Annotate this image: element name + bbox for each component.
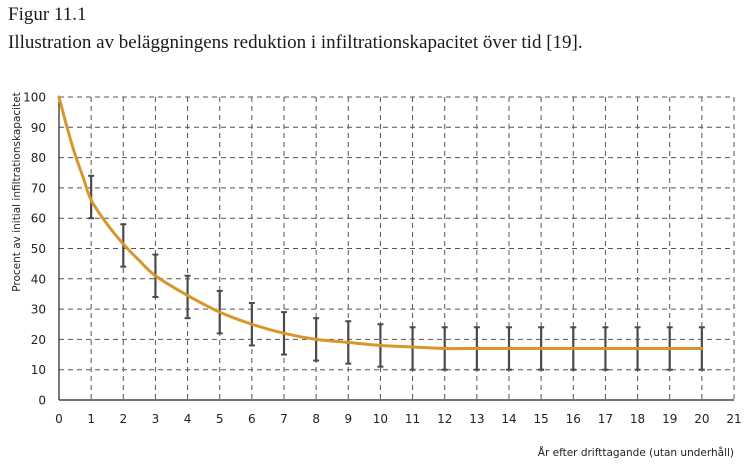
y-tick-label: 50	[31, 242, 46, 256]
y-axis-label: Procent av initial infiltrationskapacite…	[11, 92, 23, 292]
x-tick-label: 11	[405, 412, 420, 426]
x-tick-label: 17	[598, 412, 613, 426]
x-tick-label: 15	[534, 412, 549, 426]
y-tick-label: 80	[31, 151, 46, 165]
series-line	[57, 95, 704, 351]
y-tick-label: 0	[38, 394, 46, 408]
y-tick-labels: 0 10 20 30 40 50 60 70 80 90 100	[23, 91, 46, 408]
grid	[59, 96, 735, 400]
y-tick-label: 60	[31, 212, 46, 226]
x-tick-label: 2	[119, 412, 127, 426]
x-tick-label: 3	[152, 412, 160, 426]
x-tick-label: 14	[501, 412, 516, 426]
y-tick-label: 10	[31, 363, 46, 377]
y-tick-label: 30	[31, 303, 46, 317]
x-tick-labels: 0 1 2 3 4 5 6 7 8 9 10 11 12 13 14 15 16 17 18 19 20 21	[55, 412, 741, 426]
error-bars	[88, 174, 705, 371]
x-tick-label: 13	[469, 412, 484, 426]
x-tick-label: 20	[694, 412, 709, 426]
x-tick-label: 10	[373, 412, 388, 426]
x-tick-label: 8	[312, 412, 320, 426]
y-tick-label: 90	[31, 121, 46, 135]
figure-label: Figur 11.1	[8, 4, 87, 25]
x-tick-label: 6	[248, 412, 256, 426]
x-tick-label: 18	[630, 412, 645, 426]
x-tick-label: 9	[344, 412, 352, 426]
axes	[58, 97, 734, 401]
x-tick-label: 12	[437, 412, 452, 426]
x-tick-label: 19	[662, 412, 677, 426]
y-tick-label: 70	[31, 181, 46, 195]
x-axis-label: År efter drifttagande (utan underhåll)	[538, 446, 734, 459]
y-tick-label: 40	[31, 272, 46, 286]
x-tick-label: 4	[184, 412, 192, 426]
y-tick-label: 100	[23, 91, 46, 105]
x-tick-label: 21	[726, 412, 741, 426]
y-tick-label: 20	[31, 333, 46, 347]
figure-title: Illustration av beläggningens reduktion …	[8, 32, 583, 53]
x-tick-label: 5	[216, 412, 224, 426]
x-tick-label: 0	[55, 412, 63, 426]
series	[57, 95, 704, 351]
error-bar	[409, 326, 416, 371]
x-tick-label: 16	[566, 412, 581, 426]
x-tick-label: 7	[280, 412, 288, 426]
x-tick-label: 1	[87, 412, 95, 426]
